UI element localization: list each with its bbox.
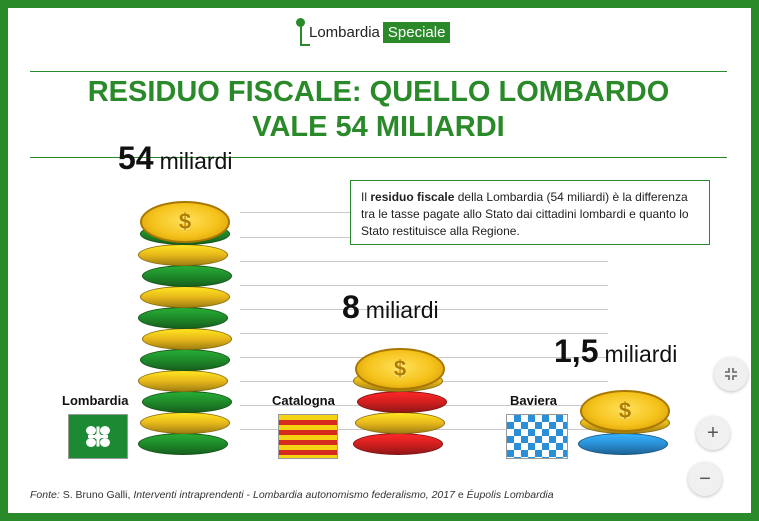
title-rule-bottom bbox=[30, 157, 727, 158]
coin bbox=[142, 265, 232, 287]
coin bbox=[142, 328, 232, 350]
zoom-out-button[interactable]: − bbox=[688, 462, 722, 496]
coin bbox=[140, 349, 230, 371]
data-label-value: 8 bbox=[342, 289, 360, 325]
flag-baviera bbox=[506, 414, 568, 459]
coin bbox=[138, 433, 228, 455]
category-label: Lombardia bbox=[62, 393, 129, 408]
zoom-in-button[interactable]: + bbox=[696, 416, 730, 450]
coin-stack-baviera: $ bbox=[578, 383, 670, 455]
zoom-out-label: − bbox=[699, 467, 711, 490]
data-label: 54 miliardi bbox=[118, 140, 232, 177]
logo-pin-icon bbox=[296, 18, 305, 27]
title-rule-top bbox=[30, 71, 727, 72]
coin-top-baviera: $ bbox=[580, 390, 670, 432]
logo: Lombardia Speciale bbox=[292, 18, 451, 46]
coin bbox=[578, 433, 668, 455]
coin bbox=[142, 391, 232, 413]
logo-tag: Speciale bbox=[382, 22, 451, 43]
coin bbox=[357, 391, 447, 413]
coin bbox=[138, 370, 228, 392]
flag-lombardia bbox=[68, 414, 128, 459]
callout-term: residuo fiscale bbox=[370, 190, 455, 204]
data-label-unit: miliardi bbox=[365, 297, 439, 323]
coin bbox=[138, 307, 228, 329]
data-label-unit: miliardi bbox=[159, 148, 233, 174]
coin-stack-catalogna: $ bbox=[353, 341, 447, 455]
coin bbox=[138, 244, 228, 266]
collapse-icon bbox=[725, 368, 737, 380]
data-label: 1,5 miliardi bbox=[554, 333, 677, 370]
coin bbox=[140, 412, 230, 434]
coin bbox=[355, 412, 445, 434]
category-label: Baviera bbox=[510, 393, 557, 408]
coin-stack-lombardia: $ bbox=[138, 194, 232, 455]
category-label: Catalogna bbox=[272, 393, 335, 408]
page-title: RESIDUO FISCALE: QUELLO LOMBARDO VALE 54… bbox=[87, 76, 670, 143]
coin-top-lombardia: $ bbox=[140, 201, 230, 243]
definition-callout: Il residuo fiscale della Lombardia (54 m… bbox=[350, 180, 710, 245]
coin bbox=[353, 433, 443, 455]
data-label: 8 miliardi bbox=[342, 289, 439, 326]
data-label-unit: miliardi bbox=[604, 341, 678, 367]
zoom-in-label: + bbox=[707, 421, 719, 444]
coin bbox=[140, 286, 230, 308]
collapse-button[interactable] bbox=[714, 357, 748, 391]
logo-text: Lombardia bbox=[309, 24, 380, 41]
source-note: Fonte: S. Bruno Galli, Interventi intrap… bbox=[30, 489, 554, 501]
data-label-value: 54 bbox=[118, 140, 154, 176]
coin-top-catalogna: $ bbox=[355, 348, 445, 390]
data-label-value: 1,5 bbox=[554, 333, 599, 369]
flag-catalogna bbox=[278, 414, 338, 459]
